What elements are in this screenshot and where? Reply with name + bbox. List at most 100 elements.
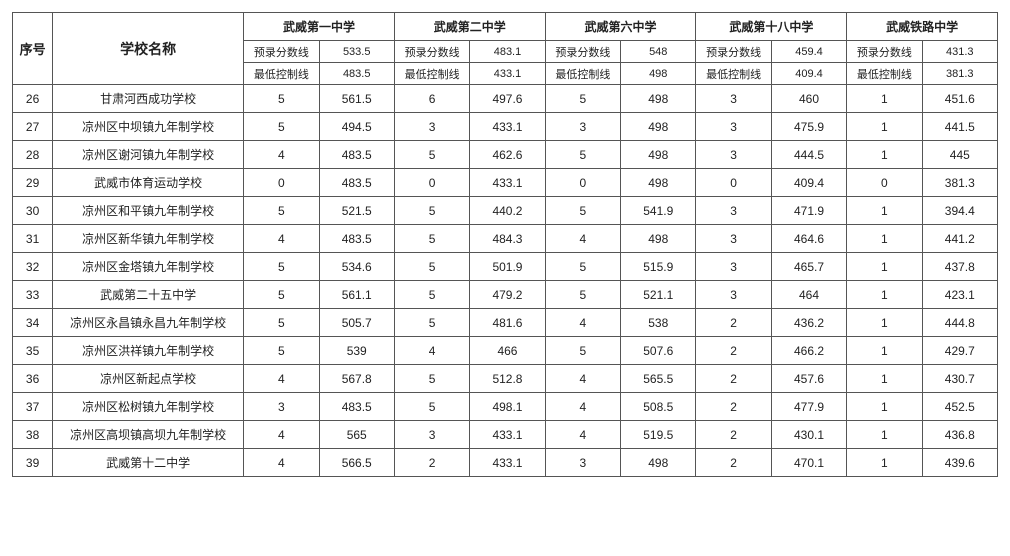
cell-value: 1 [847, 281, 922, 309]
cell-value: 5 [545, 85, 620, 113]
cell-value: 541.9 [621, 197, 696, 225]
cell-value: 5 [545, 281, 620, 309]
cell-value: 466 [470, 337, 545, 365]
cell-value: 3 [696, 281, 771, 309]
cell-value: 4 [244, 365, 319, 393]
cell-value: 498 [621, 225, 696, 253]
cell-value: 433.1 [470, 449, 545, 477]
min-label-3: 最低控制线 [696, 63, 771, 85]
cell-school-name: 凉州区中坝镇九年制学校 [53, 113, 244, 141]
header-name: 学校名称 [53, 13, 244, 85]
cell-school-name: 凉州区松树镇九年制学校 [53, 393, 244, 421]
cell-value: 566.5 [319, 449, 394, 477]
cell-seq: 39 [13, 449, 53, 477]
pre-val-2: 548 [621, 41, 696, 63]
cell-value: 1 [847, 253, 922, 281]
cell-value: 5 [545, 141, 620, 169]
cell-value: 494.5 [319, 113, 394, 141]
cell-seq: 31 [13, 225, 53, 253]
table-row: 31凉州区新华镇九年制学校4483.55484.344983464.61441.… [13, 225, 998, 253]
cell-value: 4 [244, 449, 319, 477]
cell-value: 5 [394, 253, 469, 281]
cell-value: 2 [696, 337, 771, 365]
cell-value: 3 [696, 197, 771, 225]
cell-value: 444.5 [771, 141, 846, 169]
table-row: 37凉州区松树镇九年制学校3483.55498.14508.52477.9145… [13, 393, 998, 421]
cell-value: 498 [621, 449, 696, 477]
cell-value: 430.1 [771, 421, 846, 449]
cell-value: 5 [244, 253, 319, 281]
cell-value: 457.6 [771, 365, 846, 393]
table-row: 28凉州区谢河镇九年制学校4483.55462.654983444.51445 [13, 141, 998, 169]
cell-value: 497.6 [470, 85, 545, 113]
cell-value: 409.4 [771, 169, 846, 197]
cell-value: 5 [244, 85, 319, 113]
cell-seq: 26 [13, 85, 53, 113]
cell-value: 521.5 [319, 197, 394, 225]
cell-value: 462.6 [470, 141, 545, 169]
min-val-4: 381.3 [922, 63, 997, 85]
cell-value: 0 [696, 169, 771, 197]
cell-school-name: 武威市体育运动学校 [53, 169, 244, 197]
cell-value: 512.8 [470, 365, 545, 393]
pre-val-4: 431.3 [922, 41, 997, 63]
cell-value: 5 [545, 253, 620, 281]
min-val-1: 433.1 [470, 63, 545, 85]
cell-value: 6 [394, 85, 469, 113]
cell-value: 3 [394, 421, 469, 449]
cell-value: 2 [696, 449, 771, 477]
cell-school-name: 甘肃河西成功学校 [53, 85, 244, 113]
cell-value: 483.5 [319, 225, 394, 253]
table-row: 27凉州区中坝镇九年制学校5494.53433.134983475.91441.… [13, 113, 998, 141]
cell-value: 4 [545, 225, 620, 253]
table-row: 30凉州区和平镇九年制学校5521.55440.25541.93471.9139… [13, 197, 998, 225]
cell-value: 1 [847, 85, 922, 113]
cell-seq: 38 [13, 421, 53, 449]
cell-value: 1 [847, 113, 922, 141]
cell-value: 0 [244, 169, 319, 197]
cell-value: 1 [847, 337, 922, 365]
header-seq: 序号 [13, 13, 53, 85]
cell-value: 5 [394, 225, 469, 253]
cell-seq: 30 [13, 197, 53, 225]
cell-value: 5 [244, 337, 319, 365]
cell-value: 4 [394, 337, 469, 365]
min-val-0: 483.5 [319, 63, 394, 85]
pre-label-2: 预录分数线 [545, 41, 620, 63]
cell-school-name: 凉州区谢河镇九年制学校 [53, 141, 244, 169]
table-row: 35凉州区洪祥镇九年制学校553944665507.62466.21429.7 [13, 337, 998, 365]
cell-value: 561.1 [319, 281, 394, 309]
cell-value: 3 [545, 113, 620, 141]
cell-value: 3 [696, 141, 771, 169]
cell-school-name: 凉州区高坝镇高坝九年制学校 [53, 421, 244, 449]
pre-val-0: 533.5 [319, 41, 394, 63]
cell-value: 5 [244, 113, 319, 141]
cell-value: 534.6 [319, 253, 394, 281]
cell-value: 475.9 [771, 113, 846, 141]
cell-value: 3 [244, 393, 319, 421]
cell-value: 0 [394, 169, 469, 197]
cell-seq: 32 [13, 253, 53, 281]
cell-value: 5 [244, 281, 319, 309]
table-row: 39武威第十二中学4566.52433.134982470.11439.6 [13, 449, 998, 477]
cell-value: 466.2 [771, 337, 846, 365]
cell-seq: 29 [13, 169, 53, 197]
header-school-1: 武威第二中学 [394, 13, 545, 41]
header-school-3: 武威第十八中学 [696, 13, 847, 41]
cell-value: 567.8 [319, 365, 394, 393]
cell-value: 444.8 [922, 309, 997, 337]
cell-value: 498 [621, 169, 696, 197]
cell-value: 381.3 [922, 169, 997, 197]
cell-value: 1 [847, 449, 922, 477]
cell-school-name: 凉州区新华镇九年制学校 [53, 225, 244, 253]
cell-value: 4 [244, 141, 319, 169]
cell-value: 0 [545, 169, 620, 197]
cell-value: 565 [319, 421, 394, 449]
cell-value: 515.9 [621, 253, 696, 281]
cell-value: 483.5 [319, 393, 394, 421]
cell-value: 437.8 [922, 253, 997, 281]
cell-value: 4 [545, 393, 620, 421]
table-row: 34凉州区永昌镇永昌九年制学校5505.75481.645382436.2144… [13, 309, 998, 337]
table-row: 38凉州区高坝镇高坝九年制学校45653433.14519.52430.1143… [13, 421, 998, 449]
cell-value: 433.1 [470, 169, 545, 197]
